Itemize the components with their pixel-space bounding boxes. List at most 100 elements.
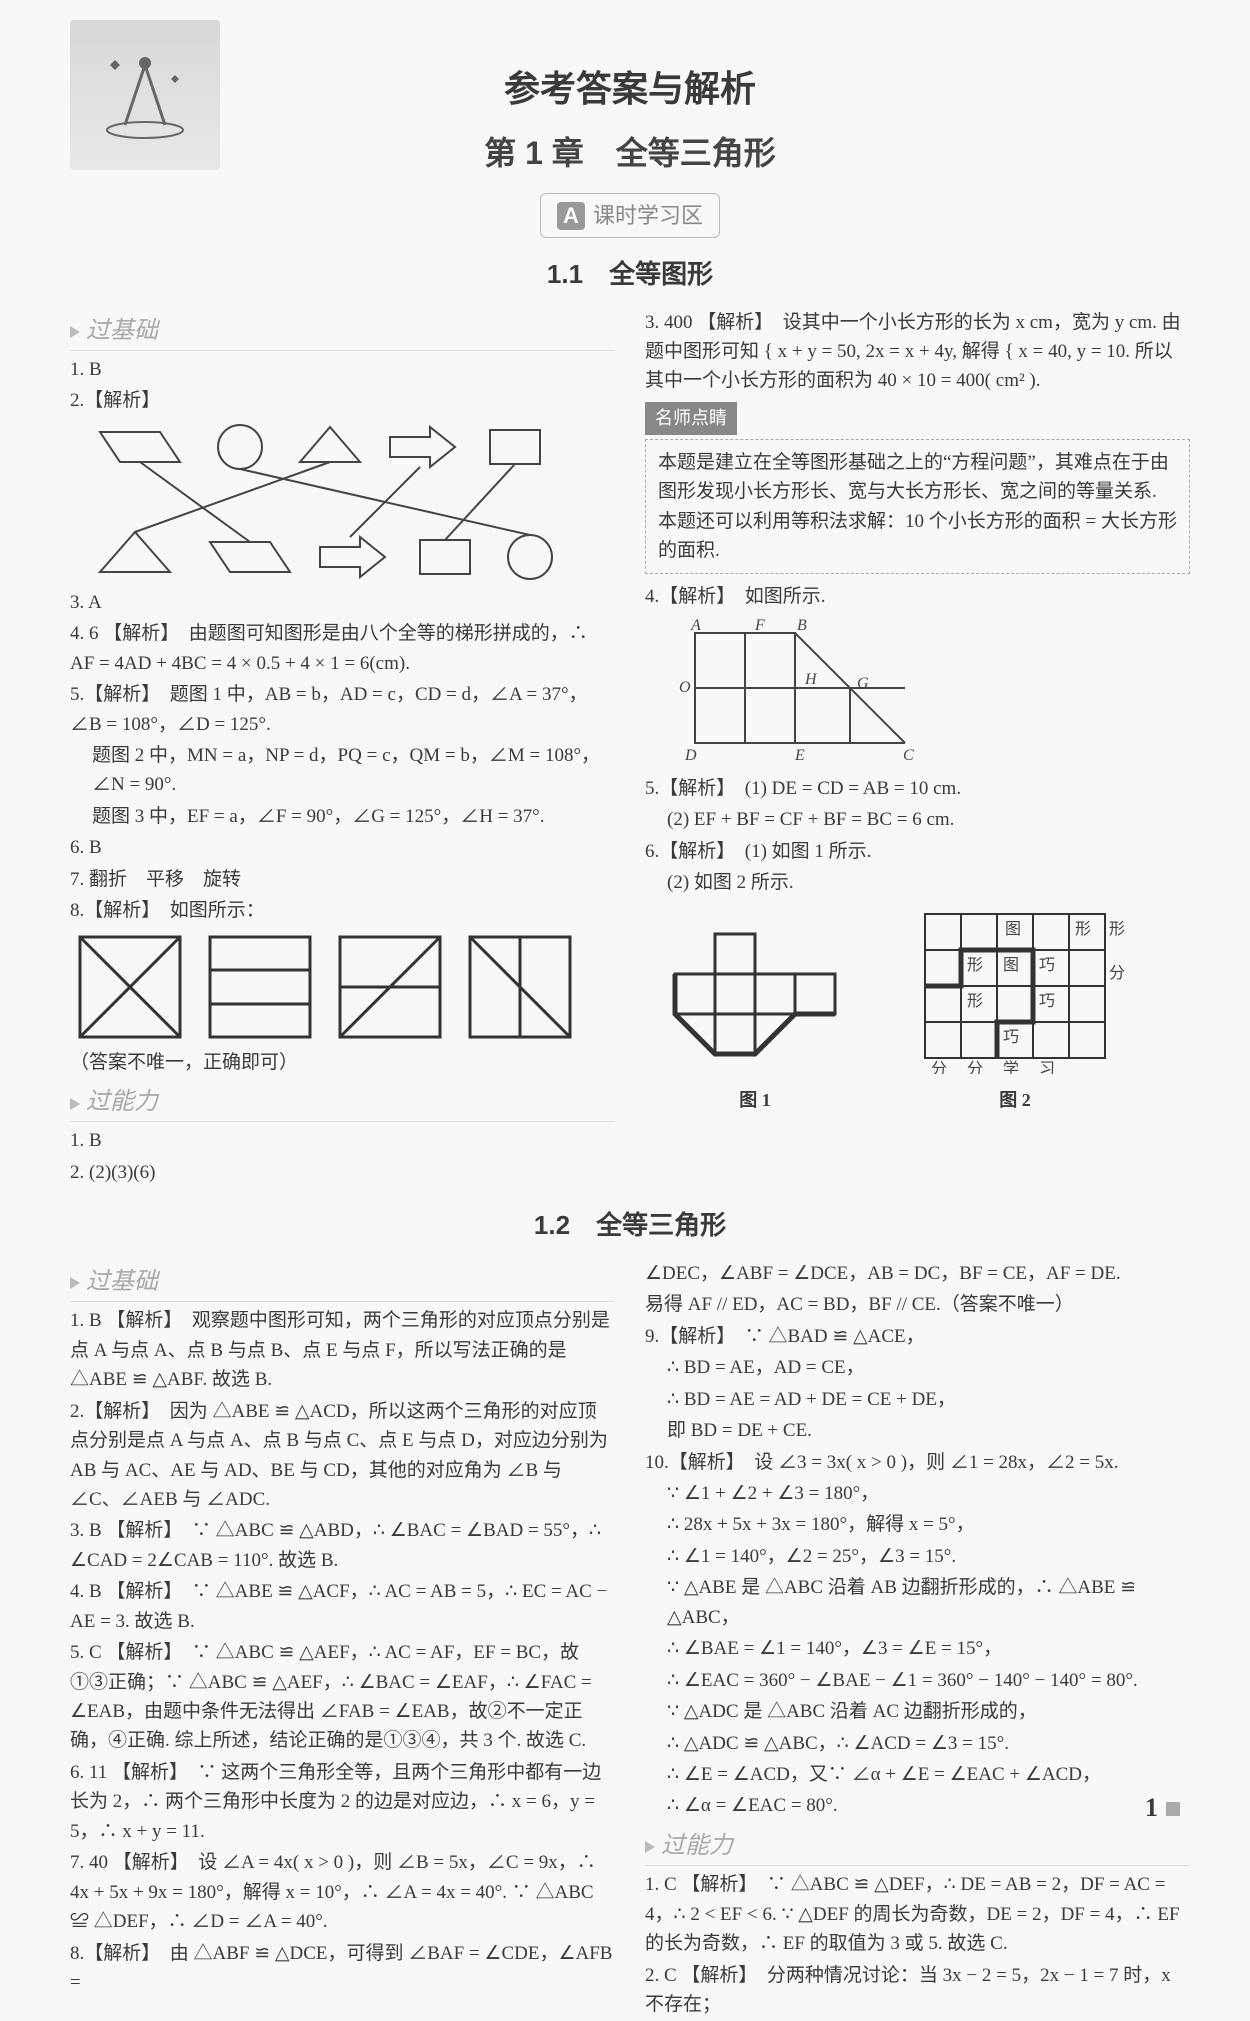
page-number-value: 1: [1145, 1793, 1158, 1822]
s12-q5: 5. C 【解析】 ∵ △ABC ≌ △AEF，∴ AC = AF，EF = B…: [70, 1638, 615, 1756]
svg-text:巧: 巧: [1003, 1029, 1019, 1046]
q8: 8.【解析】 如图所示：: [70, 896, 615, 925]
s12-q10c: ∴ 28x + 5x + 3x = 180°，解得 x = 5°，: [645, 1510, 1190, 1539]
badge-row: A 课时学习区: [70, 193, 1190, 238]
tip-label: 名师点睛: [645, 402, 737, 435]
q3: 3. A: [70, 588, 615, 617]
r-q3: 3. 400 【解析】 设其中一个小长方形的长为 x cm，宽为 y cm. 由…: [645, 308, 1190, 396]
chapter-title: 第 1 章 全等三角形: [70, 128, 1190, 179]
s12-q9a: 9.【解析】 ∵ △BAD ≌ △ACE，: [645, 1322, 1190, 1351]
s12-p1: 1. C 【解析】 ∵ △ABC ≌ △DEF，∴ DE = AB = 2，DF…: [645, 1870, 1190, 1958]
trapezoid-figure: A F B O H G D E C: [645, 618, 1190, 768]
s12-q10a: 10.【解析】 设 ∠3 = 3x( x > 0 )，则 ∠1 = 28x，∠2…: [645, 1448, 1190, 1477]
s12-right-column: ∠DEC，∠ABF = ∠DCE，AB = DC，BF = CE，AF = DE…: [645, 1257, 1190, 2021]
s12-q10b: ∵ ∠1 + ∠2 + ∠3 = 180°，: [645, 1479, 1190, 1508]
svg-text:D: D: [684, 747, 697, 764]
s12-q10k: ∴ ∠α = ∠EAC = 80°.: [645, 1791, 1190, 1820]
figures-row: 图 1 图形形: [645, 904, 1190, 1115]
svg-text:F: F: [754, 618, 765, 634]
section-1-2-content: 过基础 1. B 【解析】 观察题中图形可知，两个三角形的对应顶点分别是点 A …: [70, 1257, 1190, 2021]
s12-q9c: ∴ BD = AE = AD + DE = CE + DE，: [645, 1385, 1190, 1414]
fig2-wrap: 图形形 形图巧 形分 巧巧 分分学习 图 2: [905, 904, 1125, 1115]
q5c: 题图 3 中，EF = a，∠F = 90°，∠G = 125°，∠H = 37…: [70, 802, 615, 831]
q7: 7. 翻折 平移 旋转: [70, 865, 615, 894]
s12-q10j: ∴ ∠E = ∠ACD，又∵ ∠α + ∠E = ∠EAC + ∠ACD，: [645, 1760, 1190, 1789]
s12-q10f: ∴ ∠BAE = ∠1 = 140°，∠3 = ∠E = 15°，: [645, 1634, 1190, 1663]
q4: 4. 6 【解析】 由题图可知图形是由八个全等的梯形拼成的，∴ AF = 4AD…: [70, 619, 615, 678]
main-title: 参考答案与解析: [70, 60, 1190, 118]
matching-shapes-figure: [70, 422, 615, 582]
s12-q3: 3. B 【解析】 ∵ △ABC ≌ △ABD，∴ ∠BAC = ∠BAD = …: [70, 1516, 615, 1575]
s12-q6: 6. 11 【解析】 ∵ 这两个三角形全等，且两个三角形中都有一边长为 2，∴ …: [70, 1758, 615, 1846]
sub-basics-2: 过基础: [70, 1263, 615, 1302]
svg-text:G: G: [857, 675, 869, 692]
r-q5a: 5.【解析】 (1) DE = CD = AB = 10 cm.: [645, 774, 1190, 803]
fig1-wrap: 图 1: [645, 924, 865, 1115]
sub-basics: 过基础: [70, 312, 615, 351]
section-1-2-title: 1.2 全等三角形: [70, 1205, 1190, 1247]
svg-text:A: A: [690, 618, 701, 634]
fig1-caption: 图 1: [645, 1086, 865, 1115]
svg-text:形: 形: [1075, 920, 1091, 938]
r-q5b: (2) EF + BF = CF + BF = BC = 6 cm.: [645, 805, 1190, 834]
r-q6a: 6.【解析】 (1) 如图 1 所示.: [645, 837, 1190, 866]
s11-right-column: 3. 400 【解析】 设其中一个小长方形的长为 x cm，宽为 y cm. 由…: [645, 306, 1190, 1190]
r-q6b: (2) 如图 2 所示.: [645, 868, 1190, 897]
badge-text: 课时学习区: [593, 203, 703, 228]
s12-q4: 4. B 【解析】 ∵ △ABE ≌ △ACF，∴ AC = AB = 5，∴ …: [70, 1577, 615, 1636]
study-zone-badge: A 课时学习区: [540, 193, 720, 238]
compass-icon: [70, 20, 220, 170]
s12-q9d: 即 BD = DE + CE.: [645, 1416, 1190, 1445]
badge-letter: A: [557, 202, 585, 230]
s12-q1: 1. B 【解析】 观察题中图形可知，两个三角形的对应顶点分别是点 A 与点 A…: [70, 1306, 615, 1394]
section-1-1-title: 1.1 全等图形: [70, 254, 1190, 296]
tip-box: 本题是建立在全等图形基础之上的“方程问题”，其难点在于由图形发现小长方形长、宽与…: [645, 439, 1190, 575]
svg-text:分: 分: [967, 1060, 983, 1074]
svg-text:巧: 巧: [1039, 993, 1055, 1010]
svg-text:分: 分: [1109, 964, 1125, 982]
s12-q10i: ∴ △ADC ≌ △ABC，∴ ∠ACD = ∠3 = 15°.: [645, 1729, 1190, 1758]
section-1-1-content: 过基础 1. B 2.【解析】: [70, 306, 1190, 1190]
svg-text:习: 习: [1039, 1061, 1055, 1074]
q5b: 题图 2 中，MN = a，NP = d，PQ = c，QM = b，∠M = …: [70, 741, 615, 800]
svg-text:B: B: [797, 618, 807, 634]
p2: 2. (2)(3)(6): [70, 1158, 615, 1187]
s12-q8: 8.【解析】 由 △ABF ≌ △DCE，可得到 ∠BAF = ∠CDE，∠AF…: [70, 1939, 615, 1998]
svg-text:C: C: [903, 747, 914, 764]
s12-q7: 7. 40 【解析】 设 ∠A = 4x( x > 0 )，则 ∠B = 5x，…: [70, 1848, 615, 1936]
p1: 1. B: [70, 1126, 615, 1155]
four-squares-figure: [70, 932, 615, 1042]
q6: 6. B: [70, 833, 615, 862]
svg-text:分: 分: [931, 1060, 947, 1074]
s12-q10h: ∵ △ADC 是 △ABC 沿着 AC 边翻折形成的，: [645, 1697, 1190, 1726]
s12-q10g: ∴ ∠EAC = 360° − ∠BAE − ∠1 = 360° − 140° …: [645, 1666, 1190, 1695]
s12-q2: 2.【解析】 因为 △ABE ≌ △ACD，所以这两个三角形的对应顶点分别是点 …: [70, 1397, 615, 1515]
s12-q10e: ∵ △ABE 是 △ABC 沿着 AB 边翻折形成的，∴ △ABE ≌ △ABC…: [645, 1573, 1190, 1632]
s12-q10d: ∴ ∠1 = 140°，∠2 = 25°，∠3 = 15°.: [645, 1542, 1190, 1571]
sub-ability-2: 过能力: [645, 1827, 1190, 1866]
s12-p2: 2. C 【解析】 分两种情况讨论：当 3x − 2 = 5，2x − 1 = …: [645, 1961, 1190, 2020]
s11-left-column: 过基础 1. B 2.【解析】: [70, 306, 615, 1190]
svg-text:E: E: [794, 747, 805, 764]
sub-ability-1: 过能力: [70, 1083, 615, 1122]
svg-text:图: 图: [1003, 957, 1019, 974]
svg-text:形: 形: [967, 956, 983, 974]
svg-text:巧: 巧: [1039, 957, 1055, 974]
page-marker-icon: [1166, 1802, 1180, 1816]
svg-text:形: 形: [1109, 920, 1125, 938]
q2-label: 2.【解析】: [70, 386, 615, 415]
q1: 1. B: [70, 355, 615, 384]
s12-q9b: ∴ BD = AE，AD = CE，: [645, 1353, 1190, 1382]
fig2-caption: 图 2: [905, 1086, 1125, 1115]
q8-note: （答案不唯一，正确即可）: [70, 1048, 615, 1077]
svg-text:H: H: [804, 671, 818, 688]
svg-text:O: O: [679, 679, 691, 696]
s12-left-column: 过基础 1. B 【解析】 观察题中图形可知，两个三角形的对应顶点分别是点 A …: [70, 1257, 615, 2021]
s12-r-top1: ∠DEC，∠ABF = ∠DCE，AB = DC，BF = CE，AF = DE…: [645, 1259, 1190, 1288]
r-q4: 4.【解析】 如图所示.: [645, 582, 1190, 611]
svg-text:学: 学: [1003, 1060, 1019, 1074]
page-number: 1: [1145, 1787, 1180, 1829]
svg-text:形: 形: [967, 992, 983, 1010]
q5a: 5.【解析】 题图 1 中，AB = b，AD = c，CD = d，∠A = …: [70, 680, 615, 739]
svg-text:图: 图: [1005, 921, 1021, 938]
